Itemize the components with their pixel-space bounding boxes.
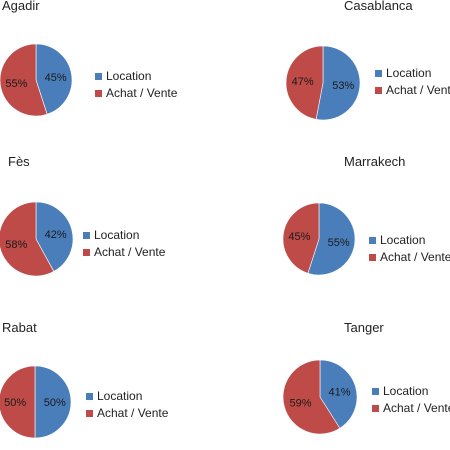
chart-title: Tanger	[344, 320, 384, 335]
data-label: 55%	[5, 78, 27, 90]
chart-title: Agadir	[2, 0, 40, 13]
legend-label-location: Location	[380, 233, 425, 247]
legend-label-location: Location	[97, 389, 142, 403]
data-label: 45%	[288, 231, 310, 243]
chart-title: Marrakech	[344, 154, 405, 169]
legend-swatch-location	[86, 393, 93, 400]
legend-swatch-achat-vente	[375, 87, 382, 94]
legend-label-location: Location	[383, 384, 428, 398]
legend-label-location: Location	[106, 69, 151, 83]
pie-slice-location	[315, 45, 361, 121]
data-label: 50%	[4, 397, 26, 409]
legend-swatch-location	[83, 232, 90, 239]
legend-swatch-location	[369, 237, 376, 244]
legend-swatch-achat-vente	[83, 249, 90, 256]
pie-panel-agadir: Agadir 45% 55% Location Achat / Vente	[0, 0, 178, 117]
data-label: 41%	[328, 386, 350, 398]
legend-label-achat-vente: Achat / Vente	[97, 406, 169, 420]
pie-slice-achat-vente	[0, 201, 55, 277]
legend-swatch-achat-vente	[95, 90, 102, 97]
legend-label-achat-vente: Achat / Vente	[383, 401, 450, 415]
legend-swatch-location	[95, 73, 102, 80]
pie-panel-rabat: Rabat 50% 50% Location Achat / Vente	[0, 320, 169, 439]
data-label: 59%	[289, 398, 311, 410]
pie-slice-achat-vente	[282, 359, 341, 435]
legend-label-achat-vente: Achat / Vente	[380, 250, 450, 264]
data-label: 42%	[45, 229, 67, 241]
data-label: 47%	[292, 76, 314, 88]
pie-slice-location	[35, 201, 74, 272]
legend-label-location: Location	[386, 66, 431, 80]
chart-title: Fès	[8, 154, 30, 169]
data-label: 53%	[332, 80, 354, 92]
legend-swatch-achat-vente	[369, 254, 376, 261]
pie-slice-achat-vente	[0, 43, 48, 117]
legend-swatch-achat-vente	[372, 405, 379, 412]
pie-slice-location	[307, 202, 356, 276]
pie-slice-location	[34, 365, 72, 439]
data-label: 55%	[328, 237, 350, 249]
data-label: 45%	[45, 72, 67, 84]
legend-label-achat-vente: Achat / Vente	[386, 83, 450, 97]
pie-panel-tanger: Tanger 41% 59% Location Achat / Vente	[282, 320, 450, 435]
legend-swatch-location	[372, 388, 379, 395]
data-label: 50%	[44, 397, 66, 409]
pie-slice-achat-vente	[0, 365, 36, 439]
pie-slice-achat-vente	[285, 45, 324, 120]
legend-label-achat-vente: Achat / Vente	[106, 86, 178, 100]
pie-slice-location	[35, 43, 73, 115]
chart-title: Casablanca	[344, 0, 413, 13]
data-label: 58%	[5, 239, 27, 251]
legend-label-location: Location	[94, 228, 139, 242]
pie-panel-marrakech: Marrakech 55% 45% Location Achat / Vente	[282, 154, 450, 276]
pie-slice-achat-vente	[282, 202, 320, 274]
legend-label-achat-vente: Achat / Vente	[94, 245, 166, 259]
legend-swatch-location	[375, 70, 382, 77]
pie-panel-casablanca: Casablanca 53% 47% Location Achat / Vente	[285, 0, 450, 121]
chart-title: Rabat	[2, 320, 37, 335]
legend-swatch-achat-vente	[86, 410, 93, 417]
pie-panel-f-s: Fès 42% 58% Location Achat / Vente	[0, 154, 166, 277]
